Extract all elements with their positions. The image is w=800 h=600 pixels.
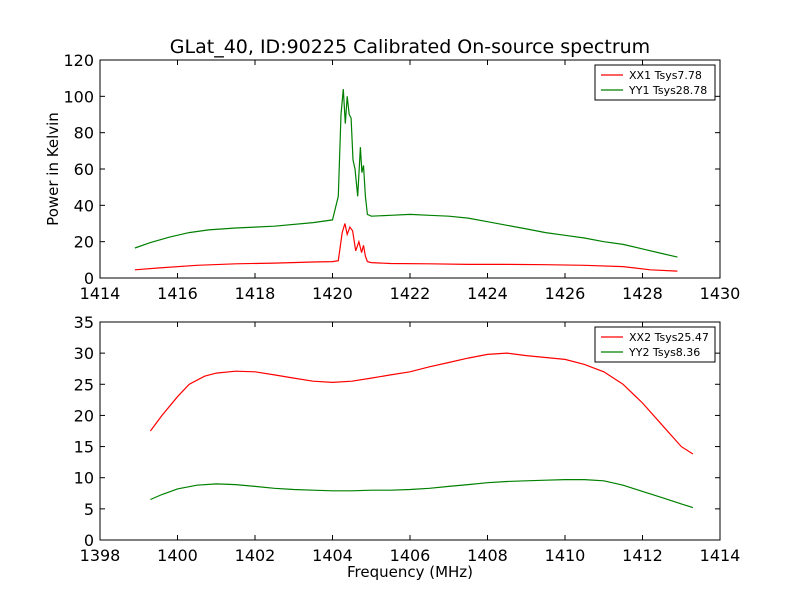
x-tick-label: 1398 bbox=[80, 546, 121, 565]
legend-box bbox=[594, 326, 716, 363]
panel-1: 1414 1416 1418 1420 1422 1424 1426 1428 1430 0 20 4… bbox=[44, 51, 740, 303]
x-tick-label: 1428 bbox=[622, 284, 663, 303]
legend-label: XX2 Tsys25.47 bbox=[629, 331, 709, 344]
x-tick-label: 1414 bbox=[700, 546, 741, 565]
series-line-1 bbox=[149, 352, 694, 455]
x-tick-label: 1416 bbox=[157, 284, 198, 303]
y-tick-label: 120 bbox=[63, 51, 94, 70]
x-tick-label: 1418 bbox=[235, 284, 276, 303]
y-axis-label: Power in Kelvin bbox=[44, 112, 62, 226]
x-tick-label: 1426 bbox=[545, 284, 586, 303]
legend-label: YY1 Tsys28.78 bbox=[628, 84, 707, 97]
chart-title: GLat_40, ID:90225 Calibrated On-source s… bbox=[170, 36, 650, 58]
x-tick-label: 1406 bbox=[390, 546, 431, 565]
x-tick-label: 1402 bbox=[235, 546, 276, 565]
panels: 1414 1416 1418 1420 1422 1424 1426 1428 1430 0 20 4… bbox=[44, 51, 740, 581]
y-tick-label: 10 bbox=[74, 469, 94, 488]
y-tick-label: 60 bbox=[74, 160, 94, 179]
legend: XX2 Tsys25.47 YY2 Tsys8.36 bbox=[594, 326, 716, 363]
series-line-1 bbox=[134, 223, 678, 272]
x-tick-label: 1404 bbox=[312, 546, 353, 565]
y-tick-label: 20 bbox=[74, 406, 94, 425]
legend-label: YY2 Tsys8.36 bbox=[628, 346, 700, 359]
x-axis-label: Frequency (MHz) bbox=[347, 563, 473, 581]
y-tick-label: 100 bbox=[63, 87, 94, 106]
legend: XX1 Tsys7.78 YY1 Tsys28.78 bbox=[594, 64, 716, 101]
y-tick-label: 25 bbox=[74, 375, 94, 394]
x-tick-label: 1420 bbox=[312, 284, 353, 303]
y-tick-label: 80 bbox=[74, 124, 94, 143]
y-tick-label: 0 bbox=[84, 269, 94, 288]
x-tick-label: 1422 bbox=[390, 284, 431, 303]
y-tick-label: 40 bbox=[74, 196, 94, 215]
x-tick-label: 1412 bbox=[622, 546, 663, 565]
x-tick-label: 1430 bbox=[700, 284, 741, 303]
x-tick-label: 1414 bbox=[80, 284, 121, 303]
series-line-2 bbox=[134, 89, 678, 258]
x-tick-label: 1410 bbox=[545, 546, 586, 565]
y-tick-label: 15 bbox=[74, 438, 94, 457]
x-tick-label: 1424 bbox=[467, 284, 508, 303]
y-tick-label: 35 bbox=[74, 313, 94, 332]
x-tick-label: 1408 bbox=[467, 546, 508, 565]
legend-box bbox=[594, 64, 716, 101]
y-tick-label: 30 bbox=[74, 344, 94, 363]
y-tick-label: 0 bbox=[84, 531, 94, 550]
series-line-2 bbox=[150, 479, 694, 509]
y-tick-label: 5 bbox=[84, 500, 94, 519]
y-tick-label: 20 bbox=[74, 233, 94, 252]
legend-label: XX1 Tsys7.78 bbox=[629, 69, 702, 82]
x-tick-label: 1400 bbox=[157, 546, 198, 565]
panel-2: 1398 1400 1402 1404 1406 1408 1410 1412 1414 0 5 10… bbox=[74, 313, 741, 581]
